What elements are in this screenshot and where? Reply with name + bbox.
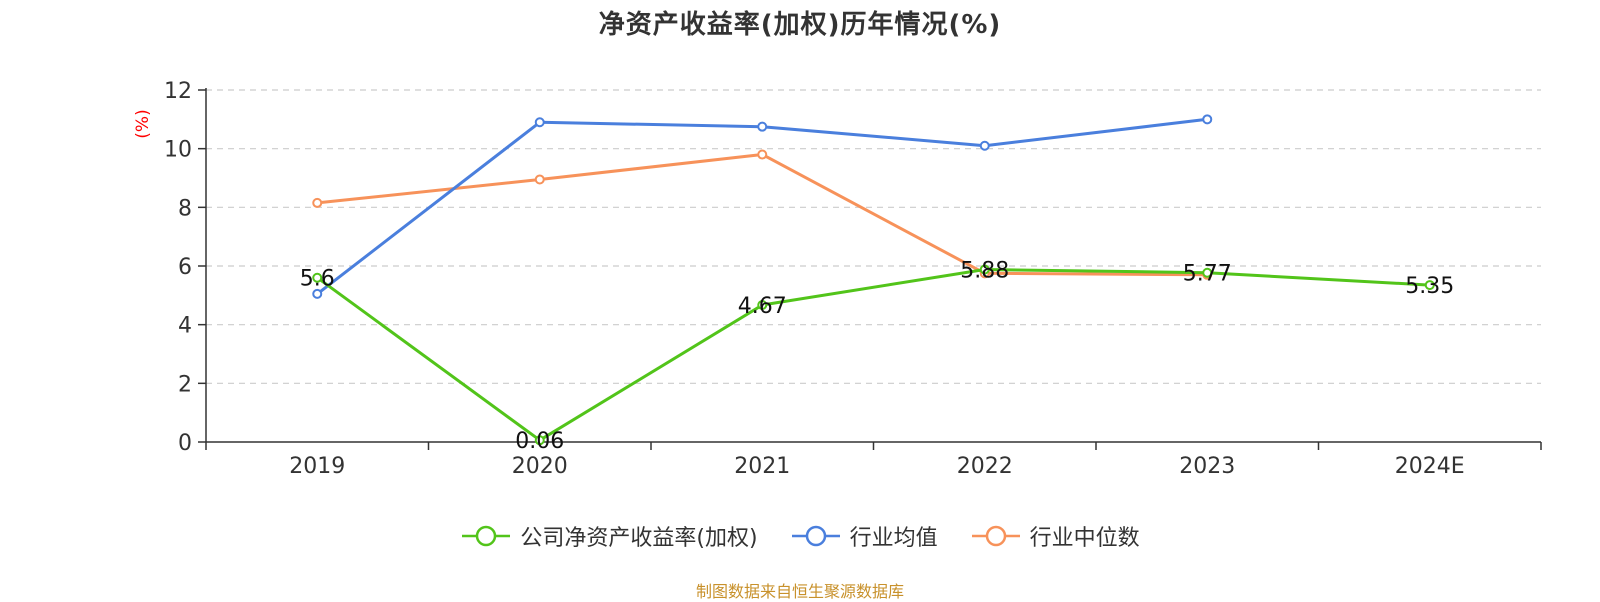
series-point — [312, 197, 323, 208]
grid-lines — [206, 89, 1541, 384]
series-point — [312, 288, 323, 299]
source-note: 制图数据来自恒生聚源数据库 — [695, 582, 904, 601]
series-line — [315, 117, 1209, 296]
y-axis-title: (%) — [133, 109, 153, 138]
series-line — [315, 268, 1432, 442]
series-point — [979, 264, 990, 275]
series-lines — [312, 114, 1435, 446]
y-tick-label: 8 — [178, 196, 192, 221]
x-tick-label: 2022 — [957, 454, 1013, 479]
y-tick-label: 10 — [164, 138, 192, 163]
data-labels: 5.6 0.06 4.67 5.88 5.77 5.35 — [300, 259, 1454, 455]
series-point — [534, 117, 545, 128]
legend-label: 行业中位数 — [1029, 526, 1140, 551]
legend-item[interactable]: 行业中位数 — [970, 520, 1140, 552]
y-tick-label: 6 — [178, 255, 192, 280]
legend-marker-icon — [971, 525, 1020, 547]
series-point — [534, 174, 545, 185]
legend: 公司净资产收益率(加权) 行业均值 行业中位数 — [0, 520, 1600, 552]
data-label: 0.06 — [515, 429, 564, 454]
axes: 0 2 4 6 8 10 12 2019 2020 2021 2022 2023 2024E — [164, 79, 1542, 479]
legend-item[interactable]: 行业均值 — [790, 520, 938, 552]
legend-label: 公司净资产收益率(加权) — [520, 526, 758, 551]
data-label: 4.67 — [738, 294, 787, 319]
legend-marker-icon — [462, 525, 511, 547]
x-tick-label: 2023 — [1179, 454, 1235, 479]
data-label: 5.77 — [1183, 262, 1232, 287]
series-point — [1202, 267, 1213, 278]
legend-item[interactable]: 公司净资产收益率(加权) — [460, 520, 758, 552]
legend-label: 行业均值 — [849, 526, 938, 551]
y-tick-label: 2 — [178, 372, 192, 397]
data-label: 5.35 — [1405, 274, 1454, 299]
series-point — [979, 140, 990, 151]
series-point — [1424, 280, 1435, 291]
x-tick-label: 2021 — [734, 454, 790, 479]
x-tick-label: 2019 — [289, 454, 345, 479]
line-chart: 0 2 4 6 8 10 12 2019 2020 2021 2022 2023 2024E (%) 5… — [133, 79, 1542, 479]
chart-title: 净资产收益率(加权)历年情况(%) — [598, 10, 1002, 40]
x-tick-label: 2024E — [1395, 454, 1465, 479]
series-line — [315, 153, 1209, 277]
y-tick-label: 12 — [164, 79, 192, 104]
series-point — [757, 300, 768, 311]
x-tick-label: 2020 — [512, 454, 568, 479]
legend-marker-icon — [791, 525, 840, 547]
series-point — [312, 272, 323, 283]
series-point — [1202, 114, 1213, 125]
data-label: 5.6 — [300, 267, 335, 292]
series-point — [757, 149, 768, 160]
data-label: 5.88 — [960, 259, 1009, 284]
series-point — [534, 435, 545, 446]
y-tick-label: 0 — [178, 431, 192, 456]
y-tick-label: 4 — [178, 314, 192, 339]
series-point — [757, 121, 768, 132]
